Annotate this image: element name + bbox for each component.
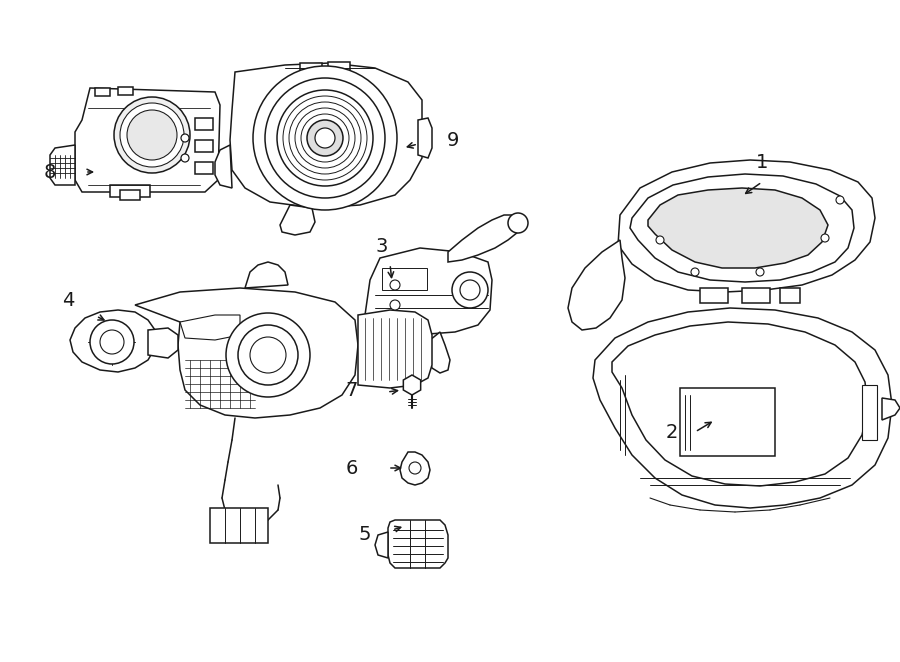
Polygon shape [70,310,155,372]
Bar [120,190,140,200]
Circle shape [460,280,480,300]
Polygon shape [418,118,432,158]
Circle shape [691,268,699,276]
Circle shape [114,97,190,173]
Bar [110,185,150,197]
Bar [862,385,877,440]
Bar [195,118,213,130]
Circle shape [390,280,400,290]
Text: 9: 9 [446,130,459,150]
Text: 7: 7 [346,381,358,399]
Bar [328,62,350,77]
Circle shape [277,90,373,186]
Circle shape [253,66,397,210]
Polygon shape [400,452,430,485]
Circle shape [90,320,134,364]
Text: 3: 3 [376,236,388,256]
Bar [700,288,728,303]
Circle shape [756,268,764,276]
Polygon shape [375,532,388,558]
Polygon shape [568,240,625,330]
Polygon shape [403,375,420,395]
Polygon shape [618,160,875,292]
Circle shape [265,78,385,198]
Circle shape [836,196,844,204]
Polygon shape [593,308,892,508]
Bar [300,63,322,78]
Bar [195,162,213,174]
Circle shape [508,213,528,233]
Polygon shape [648,188,828,268]
Polygon shape [135,288,358,418]
Text: 1: 1 [756,152,769,171]
Polygon shape [428,332,450,373]
Bar [382,268,427,290]
Polygon shape [215,145,232,188]
Circle shape [226,313,310,397]
Circle shape [409,462,421,474]
Polygon shape [882,398,900,420]
Bar [780,288,800,303]
Polygon shape [180,315,240,340]
Polygon shape [280,205,315,235]
Text: 4: 4 [62,291,74,310]
Circle shape [452,272,488,308]
Polygon shape [365,248,492,335]
Circle shape [390,300,400,310]
Polygon shape [148,328,178,358]
Polygon shape [245,262,288,288]
Circle shape [250,337,286,373]
Bar [118,87,133,95]
Bar [680,388,775,456]
Text: 6: 6 [346,459,358,477]
Polygon shape [75,88,220,192]
Circle shape [821,234,829,242]
Bar [195,140,213,152]
Circle shape [127,110,177,160]
Text: 5: 5 [359,526,372,545]
Polygon shape [50,145,75,185]
Polygon shape [388,520,448,568]
Circle shape [181,134,189,142]
Circle shape [315,128,335,148]
Polygon shape [358,310,432,388]
Polygon shape [230,63,422,208]
Circle shape [238,325,298,385]
Bar [210,508,268,543]
Polygon shape [448,215,520,262]
Circle shape [100,330,124,354]
Text: 8: 8 [44,162,56,181]
Text: 2: 2 [666,422,679,442]
Bar [95,88,110,96]
Bar [742,288,770,303]
Circle shape [307,120,343,156]
Circle shape [656,236,664,244]
Circle shape [120,103,184,167]
Circle shape [181,154,189,162]
